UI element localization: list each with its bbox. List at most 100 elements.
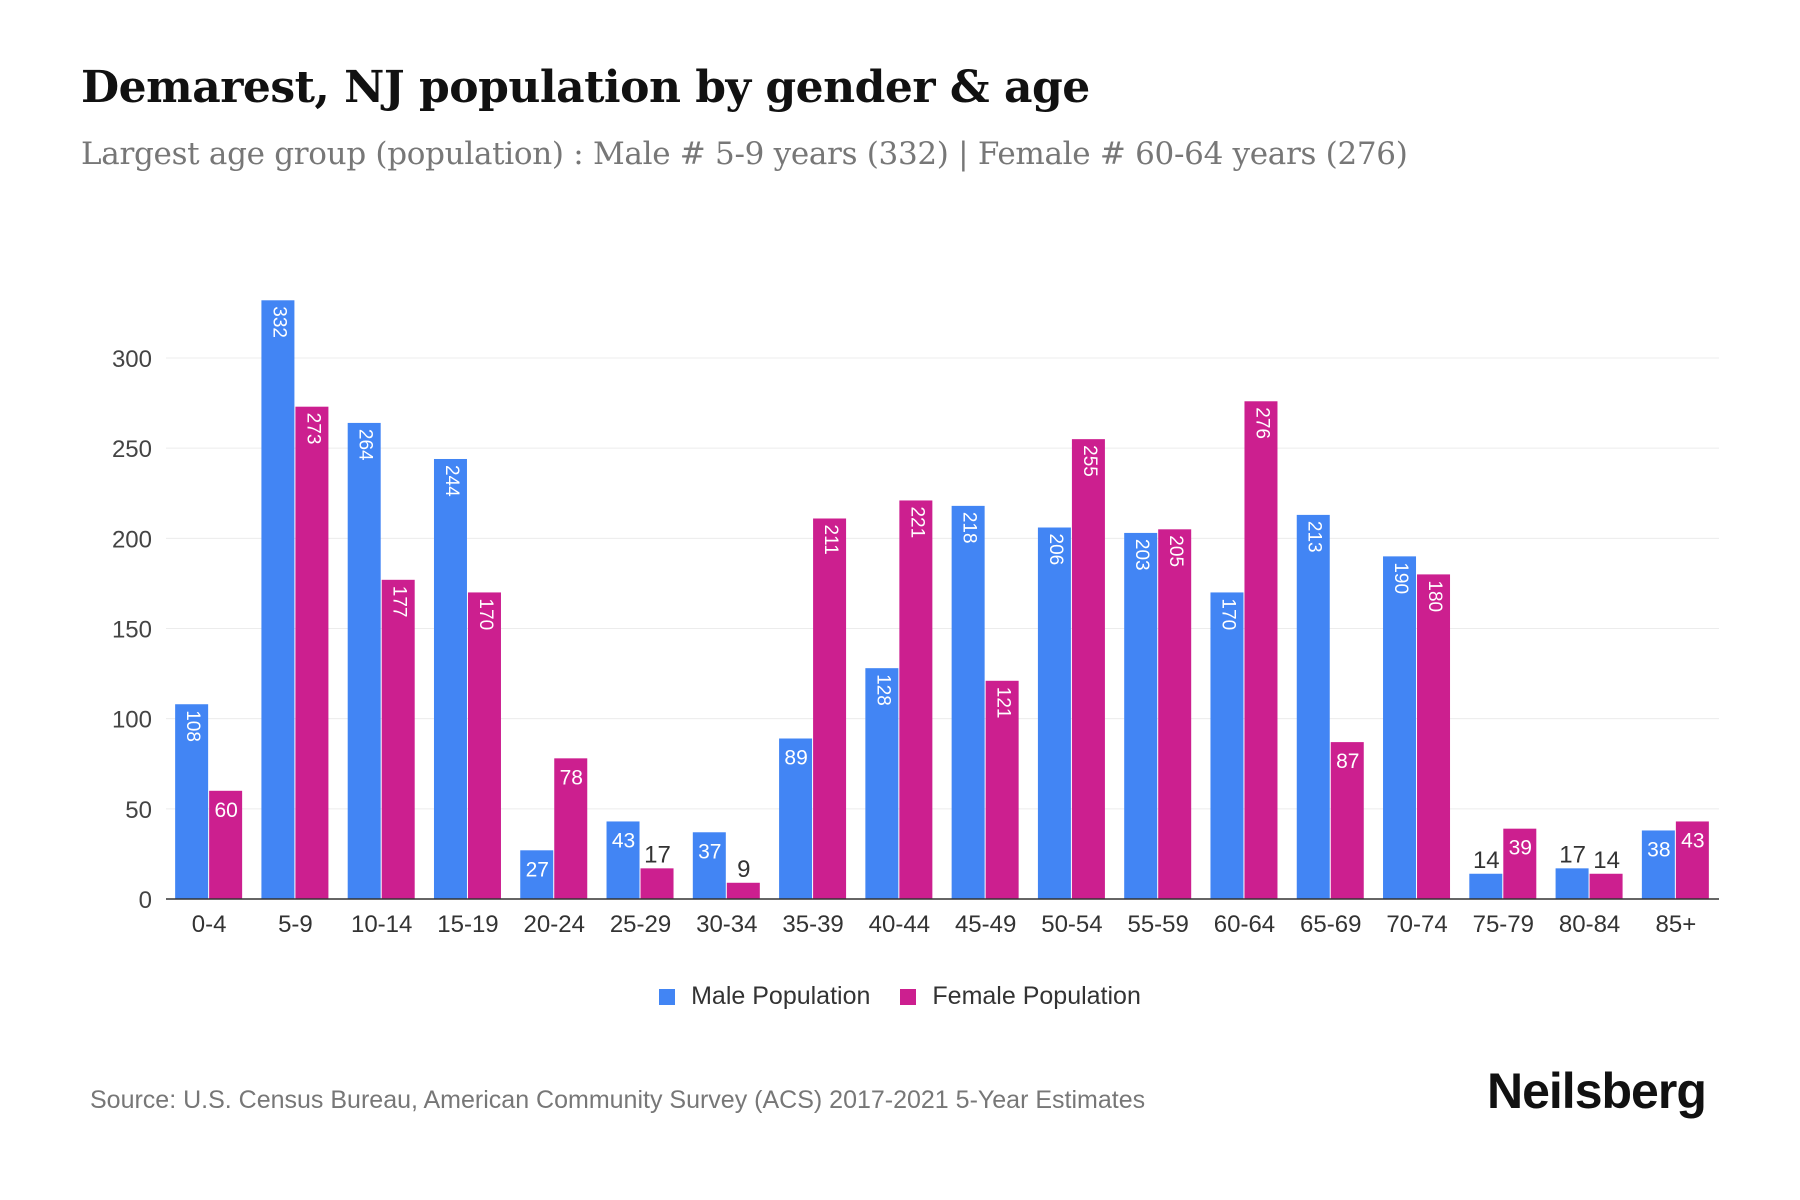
data-label: 37 bbox=[698, 840, 721, 863]
bar-female bbox=[985, 680, 1019, 899]
bar-female bbox=[1071, 439, 1105, 899]
legend-item-female: Female Population bbox=[900, 982, 1141, 1011]
bar-male bbox=[779, 738, 813, 899]
bar-female bbox=[381, 579, 415, 899]
bar-female bbox=[295, 406, 329, 899]
data-label: 205 bbox=[1165, 535, 1186, 567]
bar-male bbox=[433, 458, 467, 899]
data-label: 180 bbox=[1424, 580, 1445, 612]
legend-swatch-female bbox=[900, 988, 917, 1005]
bar-female bbox=[1503, 828, 1537, 899]
bar-male bbox=[175, 704, 209, 899]
data-label: 17 bbox=[644, 841, 671, 868]
data-label: 190 bbox=[1390, 562, 1411, 594]
data-label: 170 bbox=[475, 598, 496, 630]
data-label: 108 bbox=[182, 710, 203, 742]
data-label: 255 bbox=[1079, 445, 1100, 477]
data-label: 206 bbox=[1045, 534, 1066, 566]
x-tick-label: 85+ bbox=[1656, 911, 1697, 938]
bar-female bbox=[1675, 821, 1709, 899]
data-label: 218 bbox=[959, 512, 980, 544]
data-label: 14 bbox=[1593, 847, 1620, 874]
bar-male bbox=[1037, 527, 1071, 899]
y-tick-label: 200 bbox=[112, 526, 152, 553]
data-label: 39 bbox=[1509, 837, 1532, 860]
x-tick-label: 70-74 bbox=[1386, 911, 1447, 938]
bar-female bbox=[1330, 742, 1364, 899]
data-label: 221 bbox=[906, 506, 927, 538]
data-label: 89 bbox=[784, 747, 807, 770]
bar-male bbox=[692, 832, 726, 899]
legend-swatch-male bbox=[659, 988, 676, 1005]
x-tick-label: 65-69 bbox=[1300, 911, 1361, 938]
data-label: 17 bbox=[1559, 841, 1586, 868]
bar-male bbox=[606, 821, 640, 899]
data-label: 43 bbox=[612, 829, 635, 852]
neilsberg-logo: Neilsberg bbox=[1487, 1063, 1707, 1119]
legend-label-male: Male Population bbox=[691, 982, 871, 1010]
bar-male bbox=[520, 850, 554, 899]
bar-female bbox=[1158, 529, 1192, 899]
data-label: 332 bbox=[268, 306, 289, 338]
y-tick-label: 0 bbox=[139, 887, 152, 914]
bar-female bbox=[1244, 401, 1278, 899]
chart-title: Demarest, NJ population by gender & age bbox=[81, 62, 1090, 113]
bar-male bbox=[865, 668, 899, 899]
data-label: 27 bbox=[526, 858, 549, 881]
x-tick-label: 30-34 bbox=[696, 911, 757, 938]
data-label: 38 bbox=[1647, 838, 1670, 861]
bar-chart: 0 50 100 150 200 250 300 0-4 108 60 5-9 332 273 10-14… bbox=[112, 300, 1719, 938]
bar-male bbox=[1555, 868, 1589, 899]
x-tick-label: 60-64 bbox=[1214, 911, 1275, 938]
y-tick-label: 150 bbox=[112, 617, 152, 644]
bar-female bbox=[209, 790, 243, 899]
legend-label-female: Female Population bbox=[932, 982, 1141, 1010]
legend: Male Population Female Population bbox=[0, 982, 1800, 1011]
x-tick-label: 75-79 bbox=[1473, 911, 1534, 938]
data-label: 211 bbox=[820, 524, 841, 554]
bar-female bbox=[899, 500, 933, 899]
bar-female bbox=[1589, 873, 1623, 899]
x-tick-label: 10-14 bbox=[351, 911, 412, 938]
y-tick-label: 300 bbox=[112, 346, 152, 373]
data-label: 9 bbox=[737, 856, 750, 883]
x-tick-label: 55-59 bbox=[1127, 911, 1188, 938]
x-tick-label: 45-49 bbox=[955, 911, 1016, 938]
x-tick-label: 50-54 bbox=[1041, 911, 1102, 938]
x-tick-label: 15-19 bbox=[437, 911, 498, 938]
bar-male bbox=[261, 300, 295, 899]
data-label: 14 bbox=[1473, 847, 1500, 874]
y-tick-label: 50 bbox=[125, 797, 152, 824]
x-tick-label: 80-84 bbox=[1559, 911, 1620, 938]
bar-male bbox=[347, 422, 381, 899]
data-label: 273 bbox=[302, 413, 323, 445]
bar-female bbox=[1417, 574, 1451, 899]
x-tick-label: 40-44 bbox=[869, 911, 930, 938]
data-label: 128 bbox=[872, 674, 893, 706]
chart-subtitle: Largest age group (population) : Male # … bbox=[81, 136, 1408, 172]
bar-female bbox=[640, 868, 674, 899]
data-label: 87 bbox=[1336, 750, 1359, 773]
bar-male bbox=[1383, 556, 1417, 899]
data-label: 213 bbox=[1304, 521, 1325, 553]
y-tick-label: 100 bbox=[112, 707, 152, 734]
data-label: 203 bbox=[1131, 539, 1152, 571]
x-tick-label: 20-24 bbox=[524, 911, 585, 938]
data-label: 264 bbox=[355, 429, 376, 461]
data-label: 276 bbox=[1251, 407, 1272, 439]
x-tick-label: 5-9 bbox=[278, 911, 313, 938]
data-label: 78 bbox=[560, 766, 583, 789]
bar-male bbox=[1469, 873, 1503, 899]
y-tick-label: 250 bbox=[112, 436, 152, 463]
data-label: 170 bbox=[1217, 598, 1238, 630]
bar-male bbox=[1124, 532, 1158, 899]
data-label: 177 bbox=[389, 586, 410, 618]
source-note: Source: U.S. Census Bureau, American Com… bbox=[90, 1086, 1146, 1114]
bar-male bbox=[1296, 514, 1330, 899]
data-label: 43 bbox=[1681, 829, 1704, 852]
x-tick-label: 25-29 bbox=[610, 911, 671, 938]
bar-male bbox=[951, 505, 985, 899]
bar-male bbox=[1641, 830, 1675, 899]
legend-item-male: Male Population bbox=[659, 982, 870, 1011]
bar-female bbox=[554, 758, 588, 899]
